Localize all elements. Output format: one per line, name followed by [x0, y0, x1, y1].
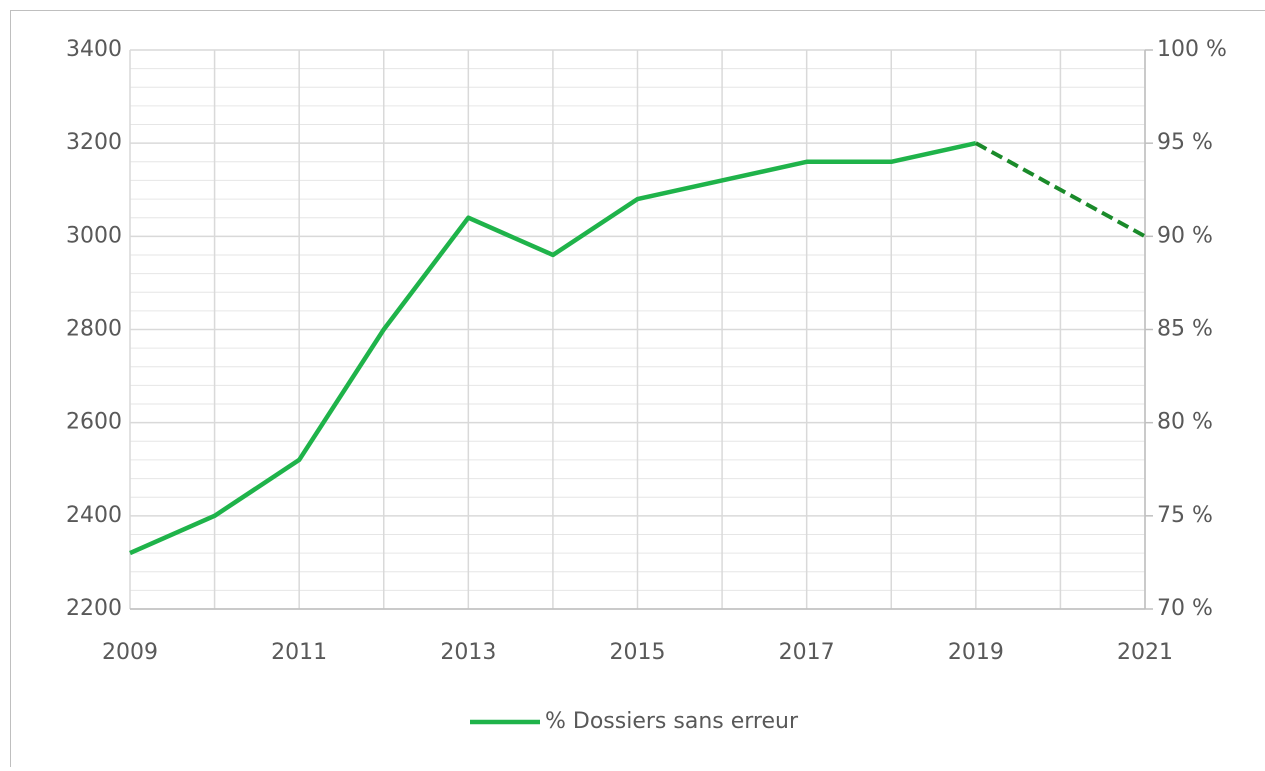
x-tick-label: 2015 [610, 640, 666, 665]
legend-label: % Dossiers sans erreur [545, 709, 799, 734]
x-tick-label: 2019 [948, 640, 1004, 665]
y2-tick-label: 70 % [1157, 596, 1213, 621]
y2-tick-label: 85 % [1157, 317, 1213, 342]
y-tick-label: 2200 [66, 596, 122, 621]
y-tick-label: 2400 [66, 503, 122, 528]
y-tick-label: 3000 [66, 223, 122, 248]
x-tick-label: 2017 [779, 640, 835, 665]
y-tick-label: 3400 [66, 37, 122, 62]
x-tick-label: 2013 [440, 640, 496, 665]
y-tick-label: 3200 [66, 130, 122, 155]
y2-tick-label: 75 % [1157, 503, 1213, 528]
y-tick-label: 2800 [66, 317, 122, 342]
y2-tick-label: 100 % [1157, 37, 1227, 62]
x-tick-label: 2011 [271, 640, 327, 665]
y2-tick-label: 80 % [1157, 410, 1213, 435]
y2-tick-label: 95 % [1157, 130, 1213, 155]
y2-tick-label: 90 % [1157, 223, 1213, 248]
x-tick-label: 2021 [1117, 640, 1173, 665]
y-tick-label: 2600 [66, 410, 122, 435]
x-tick-label: 2009 [102, 640, 158, 665]
